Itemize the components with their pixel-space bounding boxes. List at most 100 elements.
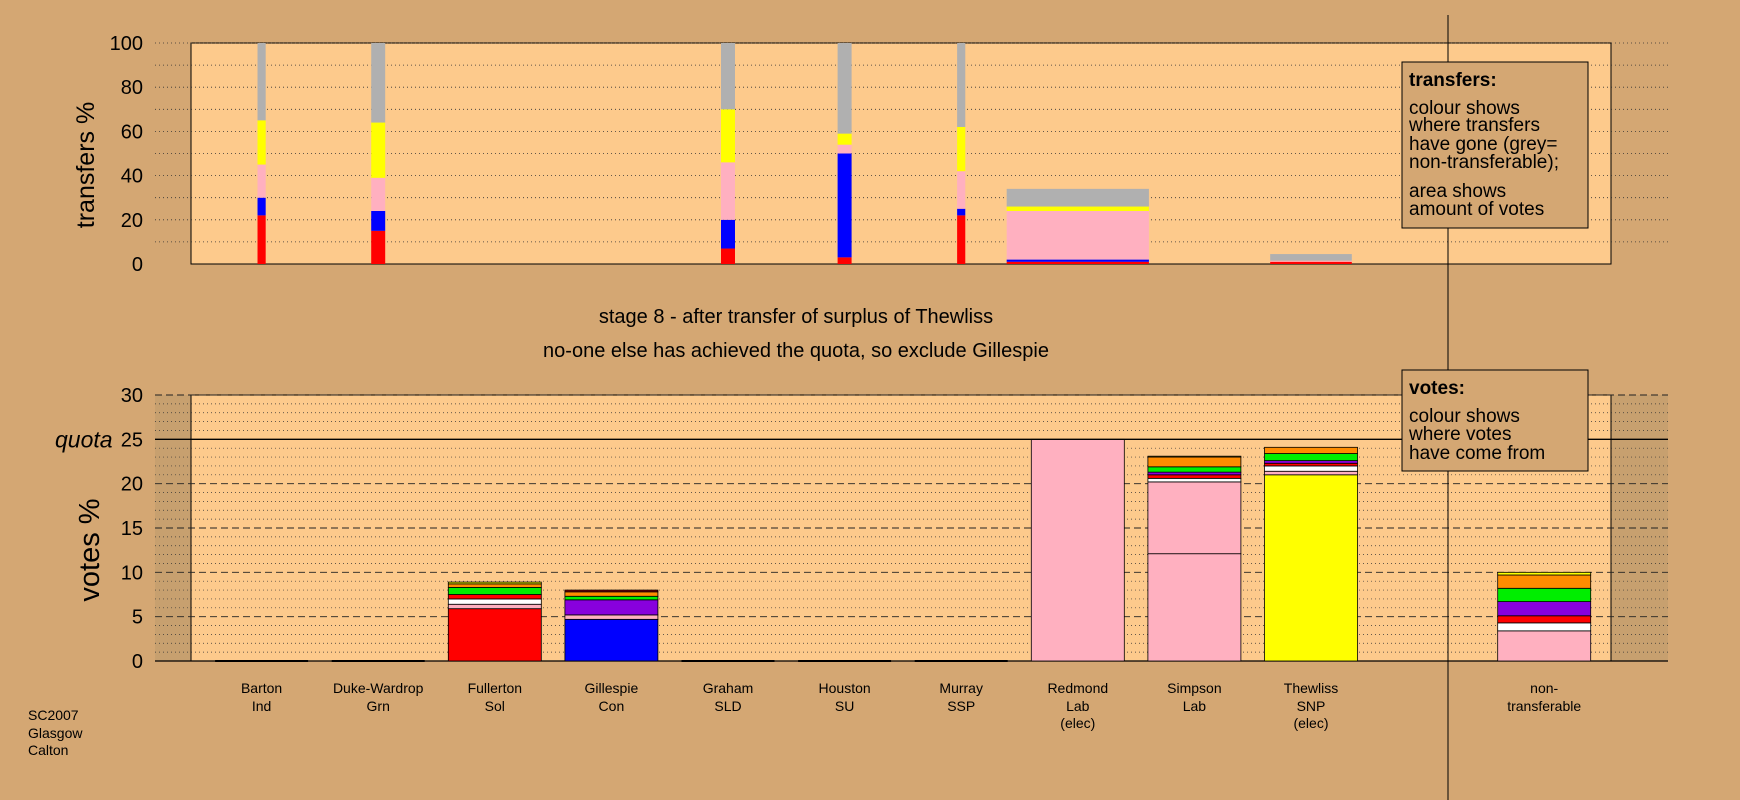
transfers-y-ticks: 0 20 40 60 80 100 [110, 33, 143, 276]
transfer-bar-segment [1270, 254, 1352, 261]
vote-bar-segment [564, 618, 659, 662]
transfer-bar-segment [957, 126, 966, 172]
transfer-bar-segment [1270, 261, 1352, 264]
transfer-bar-segment [371, 43, 386, 123]
y-tick-label: 10 [121, 562, 143, 584]
vote-bar-segment [447, 603, 542, 610]
candidate-name: Fullerton [468, 680, 522, 696]
transfer-bar-segment [1270, 260, 1352, 262]
transfer-bar-segment [1006, 259, 1149, 262]
vote-bar-segment [1147, 474, 1242, 479]
transfer-bar-segment [837, 43, 852, 134]
transfers-legend-title: transfers: [1409, 70, 1497, 91]
votes-legend-title: votes: [1409, 378, 1465, 399]
y-tick-label: 30 [121, 385, 143, 407]
candidate-party: Ind [252, 698, 271, 714]
transfer-bar-segment [837, 133, 852, 145]
candidate-name: Gillespie [585, 680, 639, 696]
vote-bar-segment [1147, 455, 1242, 458]
transfer-bar-segment [257, 197, 266, 216]
transfer-bar-segment [957, 171, 966, 209]
candidate-party: Lab [1183, 698, 1207, 714]
transfers-legend-line: area shows [1409, 181, 1506, 202]
transfer-bar-segment [721, 109, 735, 163]
transfers-panel: 0 20 40 60 80 100 transfers % [72, 33, 1668, 276]
candidate-name: Houston [819, 680, 871, 696]
transfer-bar-segment [371, 210, 386, 231]
vote-bar-segment [447, 608, 542, 662]
footer-line: SC2007 [28, 707, 79, 723]
footer-line: Glasgow [28, 725, 83, 741]
stage-title: stage 8 - after transfer of surplus of T… [599, 306, 993, 328]
vote-bar-segment [1497, 587, 1592, 602]
transfers-legend-line: colour shows [1409, 98, 1520, 119]
y-tick-label: 0 [132, 651, 143, 673]
vote-bar-segment [1264, 470, 1358, 476]
transfer-bar-segment [721, 162, 735, 220]
candidate-name: non- [1530, 680, 1558, 696]
transfer-bar-segment [1006, 188, 1149, 207]
y-tick-label: 0 [132, 254, 143, 276]
stage-note: no-one else has achieved the quota, so e… [543, 340, 1049, 362]
vote-bar-segment [1264, 446, 1358, 454]
vote-bar-segment [564, 599, 659, 616]
vote-bar-segment [1264, 453, 1358, 462]
transfer-bar-segment [371, 122, 386, 178]
transfers-legend-line: where transfers [1408, 115, 1540, 136]
candidate-party: transferable [1507, 698, 1581, 714]
y-tick-label: 5 [132, 607, 143, 629]
candidate-party: SNP [1297, 698, 1326, 714]
transfer-bar-segment [957, 208, 966, 216]
candidate-party: SLD [714, 698, 741, 714]
vote-bar-segment [1264, 474, 1358, 662]
votes-legend-frame [1401, 369, 1589, 472]
vote-bar-segment [564, 589, 659, 593]
transfer-bar-segment [1006, 261, 1149, 264]
transfer-bar-segment [957, 215, 966, 264]
transfer-bar-segment [721, 43, 735, 110]
candidate-name: Duke-Wardrop [333, 680, 424, 696]
votes-y-ticks: 0 5 10 15 20 25 30 [121, 385, 143, 673]
vote-bar-segment [447, 583, 542, 588]
vote-bar-segment [1497, 622, 1592, 632]
transfer-bar-segment [371, 177, 386, 211]
candidate-party: Sol [485, 698, 505, 714]
y-tick-label: 25 [121, 429, 143, 451]
vote-bar-segment [1147, 466, 1242, 473]
transfers-y-axis-label: transfers % [72, 102, 100, 228]
transfers-legend-box: transfers: colour shows where transfers … [1401, 61, 1589, 229]
y-tick-label: 20 [121, 474, 143, 496]
vote-bar-segment [1147, 553, 1242, 662]
transfer-bar-segment [837, 257, 852, 264]
candidate-status: (elec) [1060, 715, 1095, 731]
transfer-bar-segment [371, 230, 386, 264]
vote-bar-segment [564, 591, 659, 597]
quota-label: quota [55, 426, 113, 452]
candidate-party: Con [599, 698, 625, 714]
candidate-status: (elec) [1293, 715, 1328, 731]
transfer-bar-segment [1006, 210, 1149, 260]
transfer-bar-segment [257, 43, 266, 121]
vote-bar-segment [564, 595, 659, 601]
votes-gridlines [155, 394, 1668, 662]
transfers-legend-frame [1401, 61, 1589, 229]
y-tick-label: 20 [121, 210, 143, 232]
transfer-bar-segment [257, 164, 266, 198]
footer-line: Calton [28, 742, 68, 758]
transfer-bar-segment [957, 43, 966, 127]
vote-bar-segment [447, 598, 542, 605]
y-tick-label: 80 [121, 77, 143, 99]
transfer-bar-segment [257, 120, 266, 165]
transfers-legend-line: non-transferable); [1409, 152, 1559, 173]
candidate-name: Simpson [1167, 680, 1221, 696]
candidate-name: Redmond [1047, 680, 1108, 696]
vote-bar-segment [1497, 615, 1592, 624]
votes-legend-box: votes: colour shows where votes have com… [1401, 369, 1589, 472]
candidate-party: Grn [367, 698, 390, 714]
vote-bar-segment [1147, 477, 1242, 483]
transfers-legend-line: have gone (grey= [1409, 134, 1557, 155]
candidate-labels: Barton Ind Duke-Wardrop Grn Fullerton Sol Gill… [241, 680, 1581, 731]
votes-y-axis-label: votes % [74, 498, 106, 601]
transfer-bar-segment [1006, 206, 1149, 211]
